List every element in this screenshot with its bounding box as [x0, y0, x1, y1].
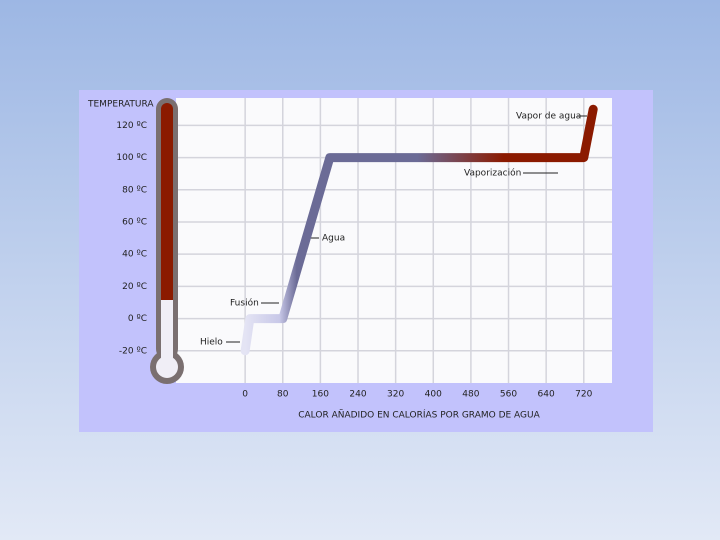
annotation: Fusión — [230, 298, 259, 309]
thermometer-cold — [161, 300, 173, 368]
annotation: Agua — [322, 234, 345, 244]
x-tick-label: 400 — [425, 390, 442, 400]
y-tick-label: 80 ºC — [122, 185, 147, 195]
y-tick-label: 60 ºC — [122, 217, 147, 227]
x-tick-label: 640 — [538, 390, 555, 400]
y-tick-label: 20 ºC — [122, 282, 147, 292]
y-tick-label: -20 ºC — [119, 346, 147, 356]
data-line — [240, 104, 598, 356]
y-tick-label: 100 ºC — [116, 153, 147, 163]
y-tick-label: 120 ºC — [116, 121, 147, 131]
annotation: Vapor de agua — [516, 112, 581, 122]
annotation: Hielo — [200, 338, 223, 348]
annotation: Vaporización — [464, 168, 521, 179]
x-tick-label: 160 — [312, 390, 329, 400]
y-tick-label: 0 ºC — [128, 314, 147, 324]
x-tick-label: 720 — [575, 390, 592, 400]
thermometer-mercury — [161, 103, 173, 363]
x-tick-label: 80 — [277, 390, 289, 400]
x-tick-label: 0 — [242, 390, 248, 400]
x-tick-label: 320 — [387, 390, 404, 400]
x-axis-title: CALOR AÑADIDO EN CALORÍAS POR GRAMO DE A… — [298, 409, 540, 421]
y-tick-label: 40 ºC — [122, 250, 147, 260]
y-axis-title: TEMPERATURA — [87, 100, 154, 110]
x-tick-label: 480 — [462, 390, 479, 400]
x-tick-label: 240 — [349, 390, 366, 400]
x-tick-label: 560 — [500, 390, 517, 400]
